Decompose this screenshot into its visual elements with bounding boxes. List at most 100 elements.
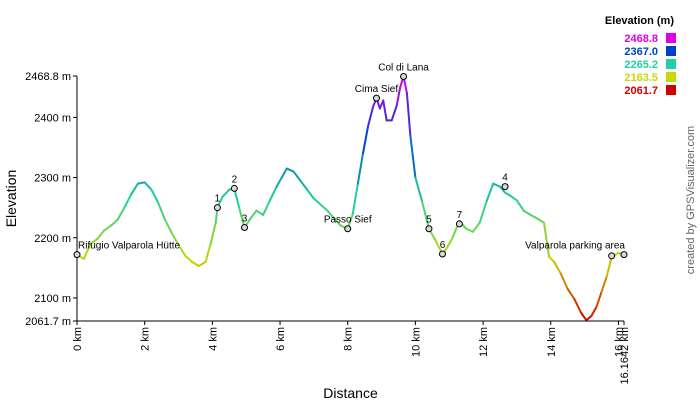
x-tick-label: 8 km: [343, 327, 355, 351]
profile-segment: [446, 236, 454, 248]
profile-segment: [522, 209, 532, 216]
profile-segment: [553, 260, 562, 275]
waypoint-label: Rifugio Valparola Hütte: [78, 241, 181, 252]
profile-segment: [478, 200, 488, 224]
profile-segment: [209, 221, 217, 245]
profile-segment: [157, 201, 166, 221]
profile-segment: [255, 209, 265, 216]
waypoint-label: 4: [502, 173, 508, 184]
profile-segment: [529, 213, 539, 220]
profile-segment: [356, 152, 364, 185]
profile-segment: [280, 167, 288, 179]
waypoint-marker: [438, 250, 446, 258]
profile-segment: [109, 218, 119, 227]
legend-value: 2061.7: [624, 85, 658, 97]
profile-segment: [509, 194, 518, 202]
legend-value: 2468.8: [624, 33, 658, 45]
waypoint-label: Passo Sief: [324, 215, 372, 226]
profile-segment: [367, 105, 375, 128]
credit-text: created by GPSVisualizer.com: [685, 126, 697, 274]
legend-swatch: [666, 59, 676, 69]
y-axis-title: Elevation: [3, 170, 19, 228]
legend-title: Elevation (m): [605, 15, 674, 27]
profile-segment: [600, 275, 608, 293]
y-tick-label: 2061.7 m: [25, 316, 71, 328]
profile-segment: [605, 256, 613, 278]
waypoint-markers: Rifugio Valparola Hütte 12 3 Passo Sief Cima…: [73, 62, 628, 260]
profile-segment: [590, 305, 598, 318]
x-tick-label: 6 km: [275, 327, 287, 351]
waypoint-label: 6: [440, 240, 446, 251]
y-tick-label: 2100 m: [34, 293, 71, 305]
x-tick-label: 10 km: [410, 327, 422, 357]
profile-segment: [262, 199, 271, 216]
profile-segment: [268, 185, 278, 202]
profile-segment: [89, 237, 99, 245]
profile-segment: [299, 179, 309, 191]
x-tick-label: 12 km: [478, 327, 490, 357]
waypoint-marker: [400, 72, 408, 80]
profile-segment: [177, 243, 187, 257]
waypoint-marker: [425, 225, 433, 233]
waypoint-marker: [372, 94, 380, 102]
profile-segment: [163, 218, 173, 234]
profile-segment: [409, 134, 417, 179]
waypoint-label: 5: [426, 215, 432, 226]
profile-segment: [542, 221, 551, 259]
elevation-profile-line: [76, 75, 625, 322]
profile-segment: [559, 272, 569, 290]
y-tick-label: 2200 m: [34, 233, 71, 245]
profile-segment: [191, 260, 200, 268]
legend: Elevation (m) 2468.82367.02265.22163.520…: [605, 15, 676, 97]
profile-segment: [116, 206, 126, 221]
y-tick-label: 2300 m: [34, 173, 71, 185]
profile-segment: [566, 287, 576, 301]
y-axis-ticks: 2061.7 m 2100 m 2200 m 2300 m 2400 m 2468.8 m: [25, 71, 77, 328]
profile-segment: [319, 203, 329, 212]
y-tick-label: 2400 m: [34, 112, 71, 124]
profile-segment: [499, 185, 507, 194]
waypoint-label: Col di Lana: [378, 62, 429, 73]
profile-segment: [170, 231, 180, 246]
x-tick-label: 16.1642 km: [619, 327, 631, 384]
waypoint-marker: [213, 204, 221, 212]
legend-value: 2163.5: [624, 72, 658, 84]
waypoint-marker: [620, 251, 628, 259]
y-tick-label: 2468.8 m: [25, 71, 71, 83]
x-tick-label: 4 km: [207, 327, 219, 351]
profile-segment: [390, 104, 398, 122]
waypoint-marker: [608, 252, 616, 260]
profile-segment: [306, 188, 315, 200]
waypoint-marker: [501, 183, 509, 191]
profile-segment: [96, 229, 106, 240]
legend-swatch: [666, 72, 676, 82]
waypoint-label: 2: [232, 174, 238, 185]
legend-swatch: [666, 85, 676, 95]
legend-value: 2367.0: [624, 46, 658, 58]
profile-segment: [595, 290, 603, 308]
profile-segment: [275, 176, 283, 188]
profile-segment: [465, 227, 474, 233]
profile-segment: [136, 181, 146, 185]
legend-swatch: [666, 33, 676, 43]
profile-segment: [421, 200, 430, 230]
profile-segment: [515, 199, 525, 212]
profile-segment: [405, 92, 412, 137]
waypoint-label: 1: [215, 194, 221, 205]
profile-segment: [143, 181, 153, 191]
profile-segment: [204, 242, 212, 263]
waypoint-label: 3: [242, 214, 248, 225]
x-tick-label: 2 km: [140, 327, 152, 351]
profile-segment: [395, 86, 402, 107]
profile-segment: [103, 224, 112, 232]
profile-segment: [573, 298, 583, 314]
waypoint-label: 7: [457, 210, 463, 221]
profile-segment: [150, 188, 160, 204]
profile-segment: [285, 167, 295, 173]
profile-segment: [492, 182, 502, 188]
x-axis-title: Distance: [323, 385, 378, 400]
waypoint-marker: [230, 184, 238, 192]
waypoint-label: Cima Sief: [355, 84, 399, 95]
waypoint-marker: [344, 225, 352, 233]
